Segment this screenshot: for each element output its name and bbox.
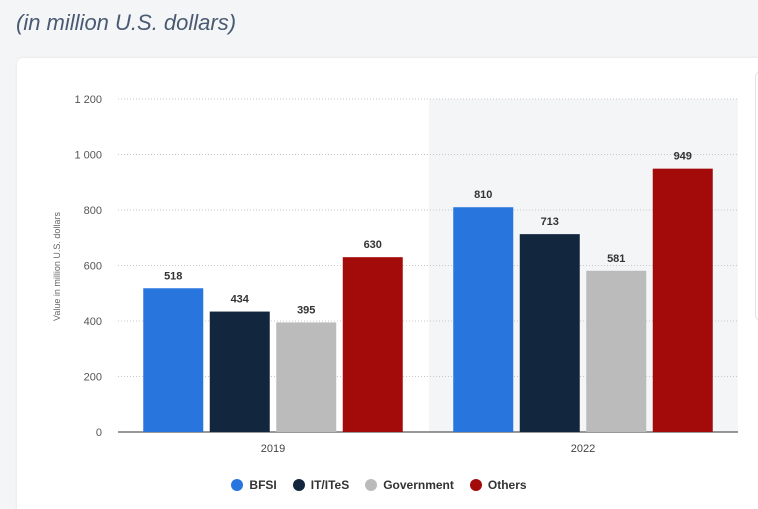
y-tick-label: 800 (84, 205, 102, 217)
legend-dot-icon (469, 479, 482, 491)
y-tick-label: 1 000 (74, 150, 102, 162)
bar (453, 207, 514, 432)
bar (652, 168, 713, 432)
data-label: 434 (231, 294, 250, 306)
bar (342, 257, 403, 432)
chart-subtitle: (in million U.S. dollars) (16, 10, 237, 35)
bar (586, 270, 647, 432)
data-label: 949 (674, 151, 692, 163)
y-tick-label: 0 (96, 427, 102, 439)
legend-label: BFSI (249, 478, 277, 492)
legend-item[interactable]: IT/ITeS (292, 478, 350, 492)
legend-dot-icon (365, 479, 378, 491)
bar (143, 288, 204, 432)
y-axis-label: Value in million U.S. dollars (52, 212, 62, 321)
y-tick-label: 600 (84, 261, 102, 273)
legend-label: Government (383, 478, 454, 492)
side-toolbar[interactable] (755, 72, 758, 320)
data-label: 810 (474, 189, 492, 201)
legend-label: IT/ITeS (310, 478, 350, 492)
y-tick-label: 400 (84, 316, 102, 328)
bar (276, 322, 337, 432)
data-label: 630 (364, 239, 382, 251)
data-label: 581 (607, 253, 625, 265)
bar (209, 311, 270, 432)
data-label: 713 (541, 216, 559, 228)
chart-legend: BFSI IT/ITeS Government Others (0, 478, 758, 492)
legend-dot-icon (292, 479, 305, 491)
y-tick-label: 1 200 (74, 94, 102, 106)
x-tick-label: 2022 (571, 443, 595, 455)
legend-label: Others (487, 478, 527, 492)
x-tick-label: 2019 (261, 443, 285, 455)
legend-item[interactable]: Others (469, 478, 527, 492)
bar-chart: 0 200 400 600 800 1 000 1 200 Value in million … (52, 94, 738, 455)
data-label: 395 (297, 304, 315, 316)
bar (519, 234, 580, 432)
legend-item[interactable]: BFSI (231, 478, 277, 492)
data-label: 518 (164, 270, 182, 282)
y-tick-label: 200 (84, 372, 102, 384)
legend-dot-icon (231, 479, 244, 491)
legend-item[interactable]: Government (365, 478, 454, 492)
